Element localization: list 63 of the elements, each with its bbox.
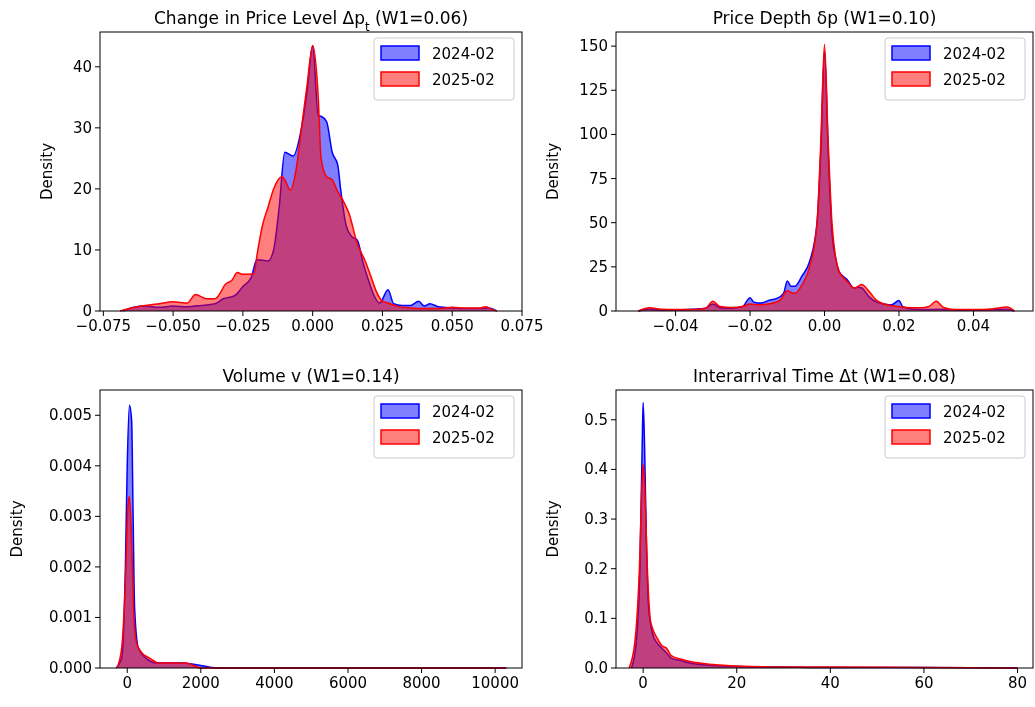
chart-title: Price Depth δp (W1=0.10)	[712, 8, 937, 28]
y-tick-label: 0.1	[584, 609, 608, 628]
y-axis-title: Density	[38, 142, 56, 201]
x-tick-label: −0.02	[727, 317, 774, 335]
y-tick-label: 150	[579, 37, 608, 56]
y-tick-label: 40	[72, 57, 92, 76]
y-axis-title: Density	[544, 142, 562, 201]
y-tick-label: 0.002	[49, 557, 92, 576]
y-tick-label: 100	[579, 125, 608, 144]
y-axis-title: Density	[544, 500, 562, 558]
legend-label: 2025-02	[432, 429, 495, 447]
x-tick-label: 4000	[255, 674, 294, 692]
y-tick-label: 0.001	[49, 608, 92, 627]
legend-label: 2024-02	[432, 45, 495, 63]
chart-title: Volume v (W1=0.14)	[222, 366, 400, 386]
y-tick-label: 0.5	[584, 410, 608, 429]
y-tick-label: 0.0	[584, 659, 608, 677]
legend-label: 2025-02	[943, 429, 1006, 447]
legend-label: 2025-02	[432, 71, 495, 89]
x-tick-label: 20	[727, 674, 747, 692]
x-tick-label: 8000	[402, 674, 441, 692]
y-tick-label: 0.003	[49, 507, 92, 526]
x-tick-label: 0	[638, 674, 648, 692]
legend-label: 2024-02	[943, 403, 1006, 421]
x-tick-label: −0.04	[652, 317, 699, 335]
y-tick-label: 10	[72, 240, 92, 259]
x-tick-label: 0.025	[360, 317, 404, 335]
y-tick-label: 0	[598, 302, 608, 320]
chart-title: Change in Price Level Δp$_{t}$ (W1=0.06)	[153, 8, 469, 34]
x-tick-label: 0.075	[500, 317, 544, 335]
x-tick-label: 0	[122, 674, 132, 692]
x-tick-label: 0.050	[430, 317, 474, 335]
y-tick-label: 0.004	[49, 456, 92, 475]
legend-label: 2024-02	[432, 403, 495, 421]
y-tick-label: 0.2	[584, 559, 608, 578]
y-tick-label: 0.005	[49, 406, 92, 425]
legend-label: 2024-02	[943, 45, 1006, 63]
y-tick-label: 20	[72, 179, 92, 198]
y-tick-label: 50	[588, 213, 608, 232]
y-tick-label: 0.3	[584, 510, 608, 529]
x-tick-label: 0.04	[956, 317, 991, 335]
x-tick-label: 2000	[181, 674, 220, 692]
legend-label: 2025-02	[943, 71, 1006, 89]
x-tick-label: 40	[820, 674, 840, 692]
x-tick-label: 0.000	[291, 317, 335, 335]
x-tick-label: 0.02	[882, 317, 916, 335]
y-tick-label: 125	[579, 81, 608, 100]
x-tick-label: −0.050	[145, 317, 201, 335]
x-tick-label: 80	[1008, 674, 1028, 692]
y-tick-label: 25	[588, 257, 608, 276]
x-tick-label: −0.025	[215, 317, 271, 335]
x-tick-label: 10000	[471, 674, 519, 692]
y-tick-label: 0.000	[49, 659, 92, 677]
x-tick-label: −0.075	[75, 317, 132, 335]
y-tick-label: 0	[82, 302, 92, 320]
x-tick-label: 60	[914, 674, 934, 692]
chart-title: Interarrival Time Δt (W1=0.08)	[692, 366, 957, 386]
x-tick-label: 0.00	[807, 317, 842, 335]
y-tick-label: 30	[72, 118, 92, 137]
y-tick-label: 75	[588, 169, 608, 188]
y-tick-label: 0.4	[584, 460, 608, 479]
y-axis-title: Density	[8, 500, 26, 558]
x-tick-label: 6000	[328, 674, 368, 692]
